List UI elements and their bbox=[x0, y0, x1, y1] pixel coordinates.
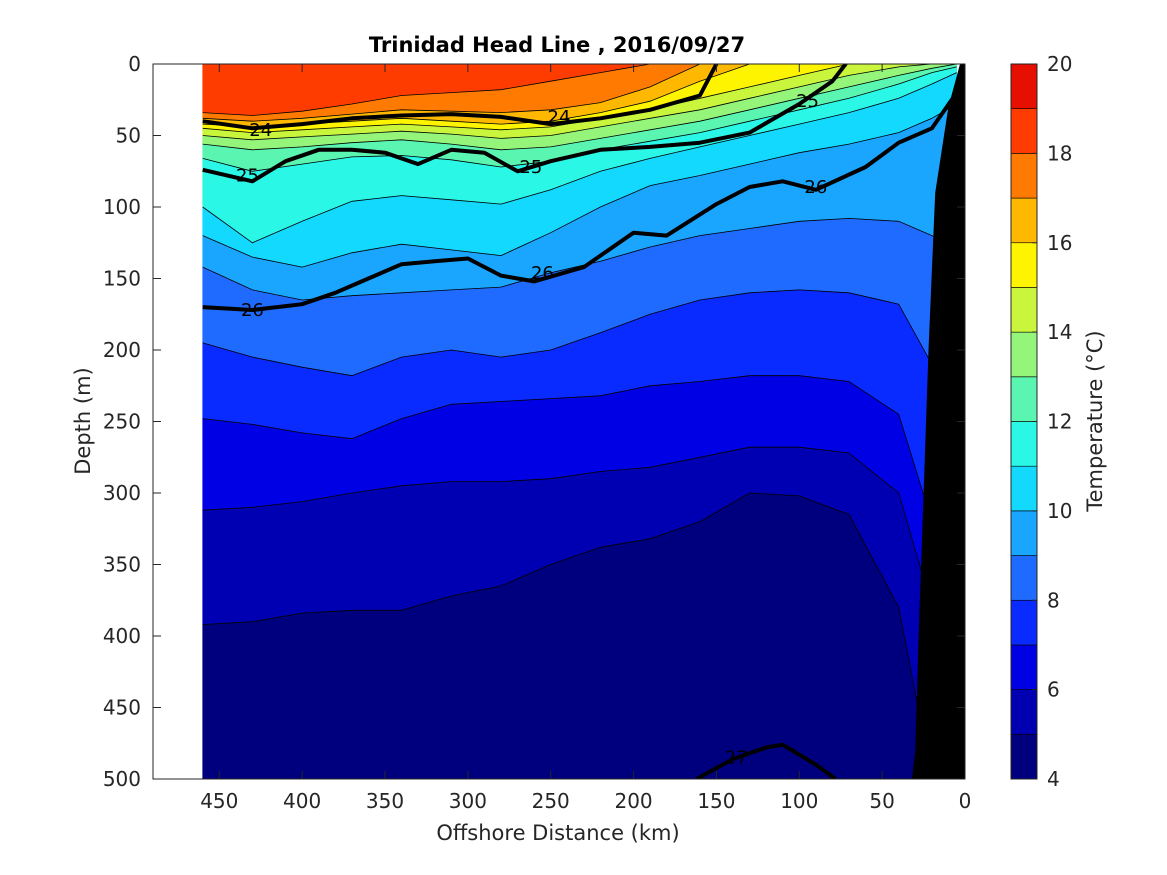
y-tick-label: 450 bbox=[103, 696, 141, 720]
y-tick-label: 300 bbox=[103, 481, 141, 505]
contour-label-26: 26 bbox=[241, 300, 264, 321]
colorbar-swatch bbox=[1010, 331, 1038, 378]
x-axis-ticks: 450 400 350 300 250 200 150 100 50 0 bbox=[200, 64, 971, 813]
colorbar-swatch bbox=[1010, 644, 1038, 690]
colorbar-swatch bbox=[1010, 63, 1038, 109]
colorbar-swatch bbox=[1010, 153, 1038, 199]
y-tick-label: 0 bbox=[128, 52, 141, 76]
colorbar-tick-label: 12 bbox=[1047, 410, 1072, 434]
contour-label-26: 26 bbox=[804, 177, 827, 198]
colorbar-swatch bbox=[1010, 376, 1038, 422]
cold-pocket-1 bbox=[550, 757, 626, 779]
contour-label-25: 25 bbox=[236, 166, 259, 187]
y-tick-label: 150 bbox=[103, 267, 141, 291]
density-contour-26 bbox=[202, 91, 959, 312]
y-axis-label: Depth (m) bbox=[71, 367, 95, 474]
x-tick-label: 50 bbox=[869, 789, 894, 813]
colorbar-swatch bbox=[1010, 734, 1038, 780]
x-tick-label: 200 bbox=[614, 789, 652, 813]
contour-labels: 24 24 25 25 25 26 26 26 27 bbox=[236, 91, 827, 768]
colorbar-swatch bbox=[1010, 689, 1038, 735]
y-tick-label: 350 bbox=[103, 553, 141, 577]
density-contour-25 bbox=[202, 64, 848, 184]
x-axis-label: Offshore Distance (km) bbox=[436, 821, 679, 845]
isoline-5 bbox=[202, 492, 957, 779]
cold-pocket-2 bbox=[699, 757, 758, 779]
y-tick-label: 400 bbox=[103, 624, 141, 648]
colorbar-tick-label: 20 bbox=[1047, 52, 1072, 76]
contour-label-24: 24 bbox=[548, 107, 571, 128]
colorbar-label: Temperature (°C) bbox=[1083, 330, 1107, 512]
isoline-6 bbox=[202, 446, 958, 651]
isoline-18 bbox=[202, 64, 957, 116]
density-contours bbox=[202, 64, 959, 779]
colorbar-tick-label: 8 bbox=[1047, 588, 1060, 612]
contour-label-27: 27 bbox=[725, 748, 748, 769]
contour-label-24: 24 bbox=[249, 120, 272, 141]
x-tick-label: 350 bbox=[366, 789, 404, 813]
colorbar-swatch bbox=[1010, 555, 1038, 601]
bathymetry bbox=[912, 64, 965, 779]
colorbar-swatch bbox=[1010, 242, 1038, 288]
colorbar-swatch bbox=[1010, 510, 1038, 556]
contour-label-25: 25 bbox=[796, 91, 819, 112]
x-tick-label: 150 bbox=[697, 789, 735, 813]
isoline-13 bbox=[202, 64, 957, 151]
isoline-11 bbox=[202, 72, 957, 244]
temperature-field bbox=[202, 64, 957, 779]
plot-area: 24 24 25 25 25 26 26 26 27 bbox=[152, 63, 966, 780]
colorbar-tick-label: 6 bbox=[1047, 678, 1060, 702]
chart-title: Trinidad Head Line , 2016/09/27 bbox=[369, 33, 745, 57]
contour-label-26: 26 bbox=[531, 263, 554, 284]
x-tick-label: 0 bbox=[959, 789, 972, 813]
colorbar-tick-label: 14 bbox=[1047, 320, 1072, 344]
colorbar-swatch bbox=[1010, 599, 1038, 646]
temperature-isolines bbox=[202, 64, 958, 779]
y-tick-label: 200 bbox=[103, 338, 141, 362]
isoline-8 bbox=[202, 289, 958, 408]
colorbar-swatch bbox=[1010, 421, 1038, 467]
y-axis-ticks: 0 50 100 150 200 250 300 350 400 450 500 bbox=[103, 52, 965, 791]
colorbar-swatch bbox=[1010, 108, 1038, 154]
colorbar-swatch bbox=[1010, 287, 1038, 333]
density-contour-27 bbox=[695, 742, 837, 779]
isoline-7 bbox=[202, 375, 958, 565]
x-tick-label: 100 bbox=[780, 789, 818, 813]
x-tick-label: 250 bbox=[532, 789, 570, 813]
y-tick-label: 50 bbox=[116, 124, 141, 148]
isoline-9 bbox=[202, 217, 957, 301]
isoline-10 bbox=[202, 103, 957, 268]
colorbar-tick-label: 4 bbox=[1047, 767, 1060, 791]
colorbar-swatch bbox=[1010, 197, 1038, 244]
colorbar-tick-label: 10 bbox=[1047, 499, 1072, 523]
colorbar: 20 18 16 14 12 10 8 6 4 bbox=[1010, 52, 1072, 791]
isoline-17 bbox=[202, 64, 957, 122]
colorbar-tick-label: 16 bbox=[1047, 231, 1072, 255]
y-tick-label: 500 bbox=[103, 767, 141, 791]
y-tick-label: 250 bbox=[103, 410, 141, 434]
colorbar-tick-label: 18 bbox=[1047, 141, 1072, 165]
seafloor bbox=[912, 64, 965, 779]
contour-label-25: 25 bbox=[519, 157, 542, 178]
x-tick-label: 450 bbox=[200, 789, 238, 813]
colorbar-swatch bbox=[1010, 465, 1038, 512]
y-tick-label: 100 bbox=[103, 195, 141, 219]
isoline-14 bbox=[202, 64, 957, 141]
density-contour-24 bbox=[202, 64, 719, 131]
x-tick-label: 300 bbox=[449, 789, 487, 813]
x-tick-label: 400 bbox=[283, 789, 321, 813]
